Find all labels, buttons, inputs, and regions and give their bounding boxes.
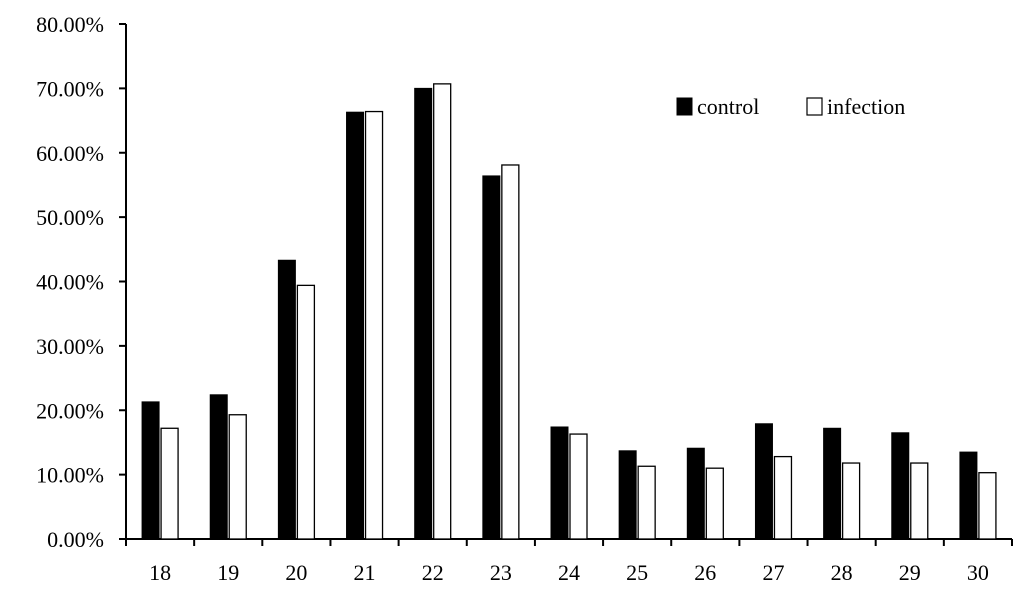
bar-control-29: [891, 432, 910, 540]
legend-swatch-infection: [806, 97, 823, 116]
bar-control-26: [686, 447, 705, 540]
x-tick-label: 26: [694, 560, 716, 585]
bar-infection-25: [637, 465, 656, 540]
x-tick-label: 28: [831, 560, 853, 585]
x-tick-label: 23: [490, 560, 512, 585]
x-tick-label: 29: [899, 560, 921, 585]
x-tick-label: 18: [149, 560, 171, 585]
y-tick-label: 0.00%: [47, 527, 104, 552]
bar-control-27: [754, 423, 773, 540]
bar-control-21: [346, 111, 365, 540]
legend-label-control: control: [697, 94, 759, 119]
bar-infection-19: [228, 414, 247, 540]
x-tick-label: 27: [762, 560, 784, 585]
y-tick-label: 20.00%: [36, 398, 104, 423]
y-tick-label: 80.00%: [36, 12, 104, 37]
bar-control-23: [482, 175, 501, 540]
bar-infection-27: [773, 455, 793, 540]
bar-infection-26: [705, 467, 724, 540]
x-tick-label: 24: [558, 560, 580, 585]
x-tick-label: 20: [285, 560, 307, 585]
x-tick-label: 19: [217, 560, 239, 585]
bar-control-18: [141, 401, 160, 540]
y-tick-label: 30.00%: [36, 334, 104, 359]
bar-infection-30: [978, 472, 997, 540]
bar-control-25: [618, 450, 637, 540]
bar-infection-29: [910, 462, 929, 540]
x-ticks: 18 19 20 21 22 23 24 25 26 27 28 29 30: [125, 539, 1013, 585]
y-ticks: 0.00% 10.00% 20.00% 30.00% 40.00% 50.00% 60.00…: [36, 12, 126, 552]
y-tick-label: 50.00%: [36, 205, 104, 230]
bar-control-24: [550, 426, 569, 540]
bar-control-30: [959, 451, 978, 540]
x-tick-label: 21: [354, 560, 376, 585]
y-tick-label: 40.00%: [36, 270, 104, 295]
bar-control-20: [277, 259, 296, 540]
bar-infection-24: [569, 433, 588, 540]
bar-infection-23: [501, 164, 520, 540]
bar-control-19: [209, 394, 228, 540]
x-tick-label: 25: [626, 560, 648, 585]
legend: control infection: [676, 94, 905, 119]
bar-infection-18: [160, 427, 179, 540]
legend-label-infection: infection: [827, 94, 905, 119]
bar-infection-21: [364, 110, 384, 540]
x-tick-label: 30: [967, 560, 989, 585]
y-tick-label: 70.00%: [36, 76, 104, 101]
legend-swatch-control: [676, 97, 693, 116]
y-tick-label: 10.00%: [36, 463, 104, 488]
bar-infection-28: [841, 462, 861, 540]
y-tick-label: 60.00%: [36, 141, 104, 166]
bar-control-22: [414, 87, 433, 540]
x-tick-label: 22: [422, 560, 444, 585]
bar-infection-20: [296, 284, 316, 540]
bars: [141, 83, 997, 540]
bar-control-28: [823, 427, 842, 540]
bar-infection-22: [433, 83, 452, 540]
